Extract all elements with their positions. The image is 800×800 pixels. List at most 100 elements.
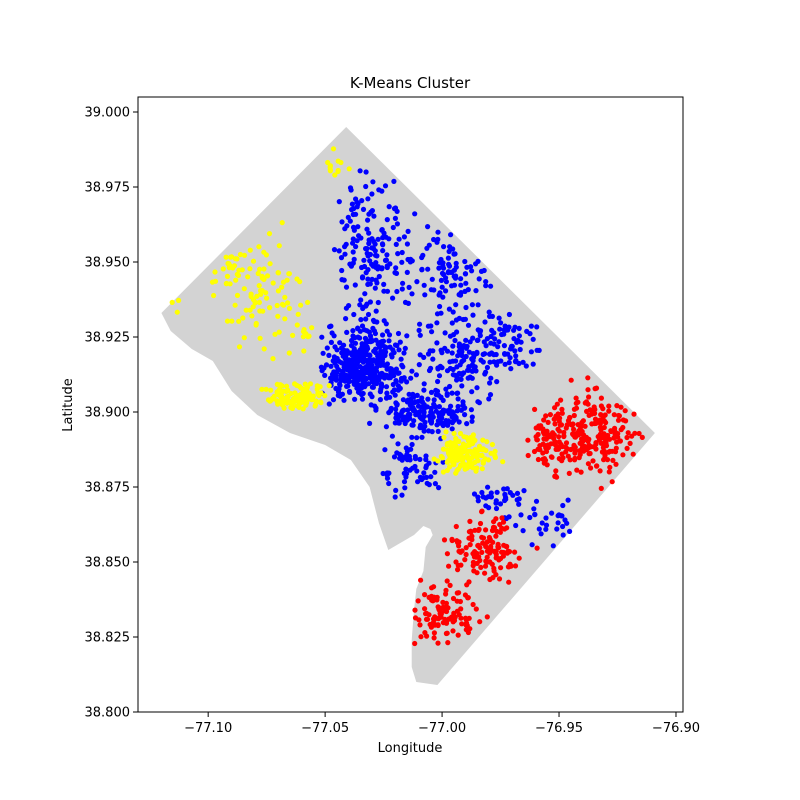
data-point (422, 292, 428, 298)
data-point (525, 452, 531, 459)
data-point (455, 403, 461, 410)
data-point (394, 208, 400, 214)
x-tick-label: −77.00 (418, 721, 466, 736)
data-point (457, 452, 463, 458)
data-point (254, 293, 260, 299)
data-point (395, 441, 401, 447)
data-point (443, 279, 449, 285)
data-point (481, 267, 487, 274)
data-point (609, 479, 615, 485)
data-point (426, 428, 432, 434)
data-point (543, 522, 550, 528)
data-point (450, 358, 456, 364)
data-point (392, 215, 398, 221)
data-point (434, 320, 440, 326)
data-point (512, 324, 518, 330)
data-point (487, 392, 494, 398)
data-point (436, 373, 443, 379)
data-point (566, 470, 572, 476)
data-point (384, 470, 390, 476)
data-point (456, 344, 462, 350)
data-point (456, 590, 462, 596)
data-point (309, 325, 315, 331)
data-point (373, 260, 379, 266)
data-point (559, 410, 565, 416)
data-point (572, 448, 579, 454)
data-point (394, 221, 400, 227)
data-point (555, 446, 561, 452)
data-point (445, 419, 451, 425)
data-point (380, 332, 386, 338)
data-point (394, 342, 400, 349)
data-point (369, 261, 375, 267)
data-point (597, 468, 603, 474)
data-point (327, 167, 333, 173)
data-point (516, 555, 522, 561)
data-point (379, 188, 385, 194)
data-point (496, 339, 502, 345)
data-point (460, 457, 466, 463)
y-tick-label: 38.975 (85, 181, 131, 196)
data-point (419, 395, 425, 401)
data-point (274, 381, 280, 387)
data-point (393, 265, 399, 271)
data-point (363, 183, 369, 190)
data-point (472, 527, 478, 533)
data-point (373, 264, 379, 270)
data-point (176, 297, 182, 303)
data-point (550, 543, 556, 549)
data-point (342, 226, 348, 232)
data-point (298, 385, 304, 391)
data-point (405, 407, 411, 413)
data-point (302, 381, 308, 387)
data-point (305, 393, 311, 399)
data-point (458, 376, 464, 382)
data-point (513, 522, 519, 529)
data-point (457, 430, 464, 437)
data-point (399, 492, 405, 498)
data-point (537, 447, 543, 453)
data-point (417, 332, 423, 338)
data-point (585, 401, 591, 407)
data-point (326, 401, 332, 407)
data-point (354, 238, 360, 244)
data-point (498, 565, 504, 571)
data-point (555, 426, 561, 432)
data-point (358, 317, 364, 323)
data-point (444, 578, 450, 584)
data-point (435, 428, 441, 434)
data-point (324, 345, 330, 351)
data-point (369, 245, 375, 251)
data-point (449, 414, 455, 420)
data-point (470, 601, 476, 608)
data-point (603, 440, 609, 446)
data-point (339, 267, 345, 274)
data-point (425, 224, 431, 230)
data-point (413, 372, 419, 378)
data-point (531, 448, 538, 455)
data-point (442, 345, 448, 351)
data-point (415, 398, 421, 404)
y-tick-label: 38.925 (85, 331, 131, 346)
data-point (485, 484, 491, 490)
data-point (556, 456, 562, 462)
data-point (561, 429, 567, 436)
data-point (458, 290, 464, 296)
data-point (209, 279, 216, 285)
data-point (436, 265, 442, 271)
data-point (463, 280, 469, 286)
data-point (365, 311, 372, 318)
data-point (383, 384, 390, 390)
data-point (388, 405, 394, 411)
data-point (469, 533, 475, 539)
data-point (354, 358, 360, 364)
data-point (493, 533, 499, 539)
data-point (458, 282, 464, 288)
data-point (448, 447, 454, 453)
data-point (443, 386, 449, 392)
data-point (362, 335, 368, 341)
data-point (434, 311, 441, 317)
data-point (236, 267, 242, 273)
data-point (606, 408, 612, 414)
data-point (357, 364, 363, 370)
